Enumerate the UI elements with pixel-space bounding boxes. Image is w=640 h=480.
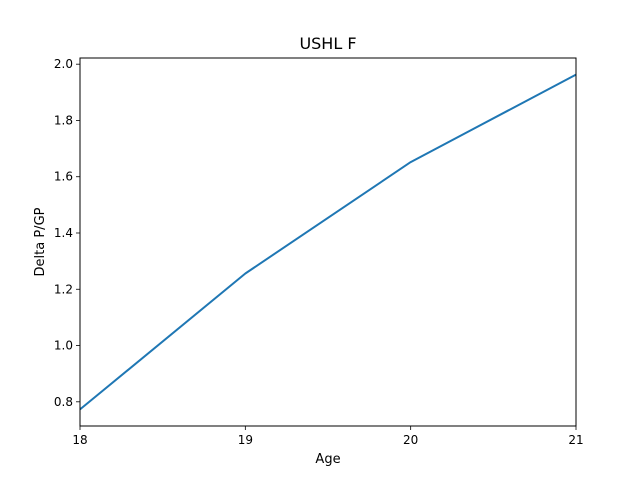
y-tick-label: 2.0 [54, 57, 73, 71]
y-axis-label: Delta P/GP [33, 207, 48, 276]
y-tick-label: 1.6 [54, 170, 73, 184]
plot-area: 18 19 20 21 0.8 1.0 1.2 1.4 1.6 1.8 2.0 [54, 57, 584, 447]
y-tick-label: 0.8 [54, 395, 73, 409]
series-line-0 [80, 73, 576, 411]
chart-title: USHL F [299, 34, 356, 53]
plot-frame [79, 57, 577, 427]
y-tick-label: 1.8 [54, 113, 73, 127]
x-tick-label: 21 [568, 433, 583, 447]
x-tick-label: 18 [72, 433, 87, 447]
y-tick-label: 1.2 [54, 282, 73, 296]
x-tick-label: 19 [238, 433, 253, 447]
y-tick-label: 1.0 [54, 339, 73, 353]
x-axis-label: Age [315, 452, 340, 467]
x-tick-label: 20 [403, 433, 418, 447]
y-tick-label: 1.4 [54, 226, 73, 240]
